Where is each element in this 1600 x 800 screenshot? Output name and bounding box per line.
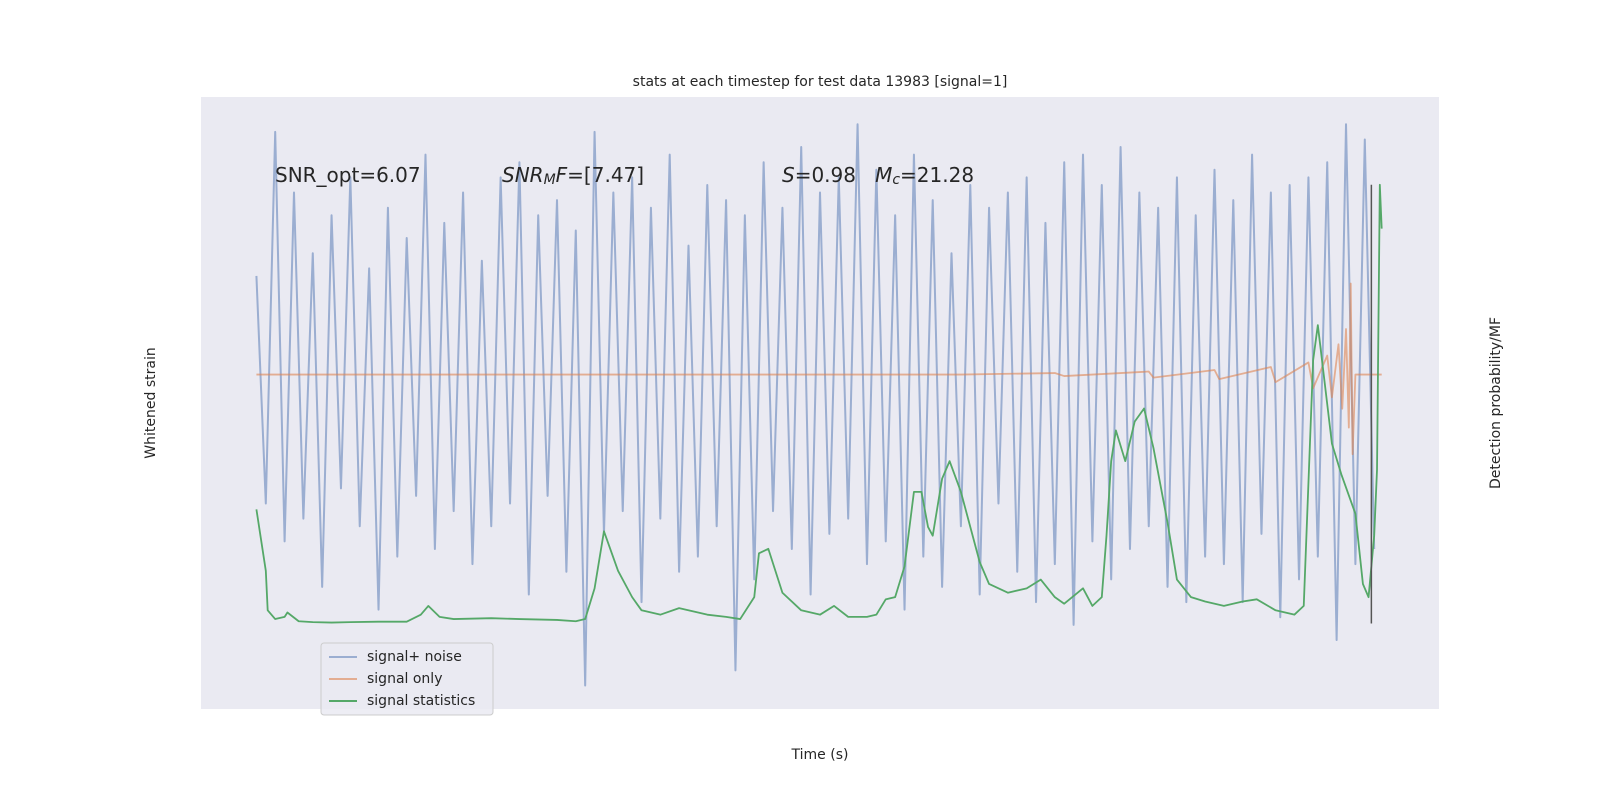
legend: signal+ noise signal only signal statistic… <box>320 642 494 716</box>
annotation-part: S <box>782 163 795 187</box>
annotation-part: M <box>544 172 556 188</box>
annotation-part: SNR_opt=6.07 <box>275 163 421 187</box>
y2-axis-label: Detection probability/MF <box>1488 317 1504 489</box>
annotations: SNR_opt=6.07 SNRMF=[7.47] S=0.98 Mc=21.28 <box>275 163 974 189</box>
chart-title: stats at each timestep for test data 139… <box>633 74 1008 90</box>
annotation-part: F <box>556 163 568 187</box>
annotation-part: c <box>892 172 900 188</box>
series-line <box>255 183 1383 624</box>
legend-box <box>320 642 494 716</box>
annotation: SNRMF=[7.47] <box>502 163 644 189</box>
annotation-part: =[7.47] <box>567 163 644 187</box>
annotation-part: SNR <box>502 163 544 187</box>
series-line <box>255 123 1376 687</box>
legend-label: signal+ noise <box>367 649 462 665</box>
annotation-part: =21.28 <box>900 163 974 187</box>
series-line <box>256 282 1382 456</box>
x-axis-label: Time (s) <box>791 747 849 763</box>
annotation: S=0.98 Mc=21.28 <box>782 163 974 189</box>
y-axis-label: Whitened strain <box>143 347 159 458</box>
legend-label: signal only <box>367 671 442 687</box>
legend-label: signal statistics <box>367 693 475 709</box>
annotation: SNR_opt=6.07 <box>275 163 421 187</box>
annotation-part: M <box>875 163 892 187</box>
annotation-part: =0.98 <box>795 163 875 187</box>
marks <box>255 123 1383 687</box>
